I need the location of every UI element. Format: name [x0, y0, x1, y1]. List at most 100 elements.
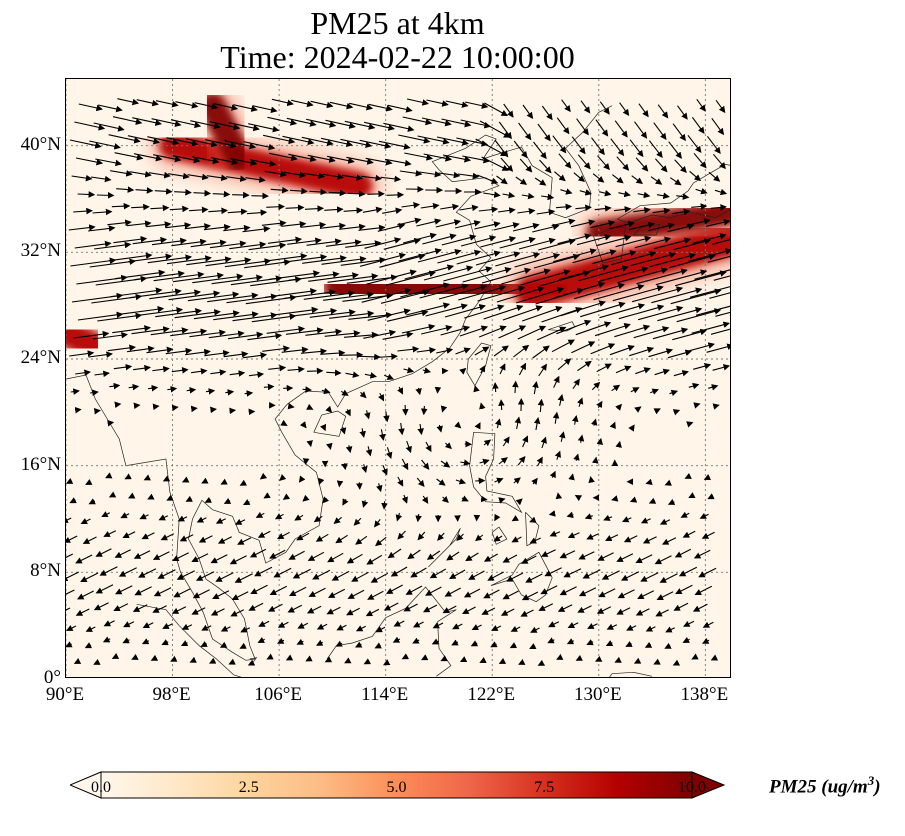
wind-arrow [356, 482, 363, 490]
wind-arrow [171, 404, 179, 412]
wind-arrow [421, 117, 452, 127]
wind-arrow [474, 221, 501, 230]
wind-arrow [678, 566, 698, 577]
wind-arrow [421, 459, 430, 470]
wind-arrow [473, 385, 480, 393]
wind-arrow [672, 659, 681, 666]
wind-arrow [127, 135, 161, 145]
wind-arrow [517, 455, 526, 466]
wind-arrow [187, 173, 209, 181]
wind-arrow [659, 518, 671, 525]
wind-arrow [180, 640, 189, 646]
wind-arrow [302, 494, 310, 502]
wind-arrow [364, 372, 377, 379]
wind-arrow [672, 328, 707, 341]
wind-arrow [287, 604, 303, 613]
wind-arrow [170, 655, 178, 662]
wind-arrow [328, 588, 346, 598]
wind-arrow [537, 659, 546, 666]
wind-arrow [672, 123, 686, 142]
wind-arrow [68, 224, 96, 231]
wind-arrow [452, 623, 463, 630]
wind-arrow [702, 621, 714, 628]
wind-arrow [712, 403, 720, 410]
wind-arrow [417, 531, 426, 541]
wind-arrow [361, 500, 369, 508]
wind-arrow [252, 105, 278, 114]
wind-arrow [648, 222, 675, 232]
map-panel [65, 78, 731, 678]
wind-arrow [567, 532, 580, 539]
wind-arrow [629, 346, 655, 357]
wind-arrow [654, 555, 672, 565]
wind-arrow [339, 223, 366, 231]
wind-arrow [382, 331, 414, 340]
wind-arrow [493, 345, 509, 357]
wind-arrow [307, 154, 336, 163]
wind-arrow [668, 253, 716, 269]
wind-arrow [244, 259, 291, 269]
wind-arrow [491, 624, 502, 631]
wind-arrow [708, 384, 719, 391]
wind-arrow [691, 203, 708, 210]
wind-arrow [442, 154, 472, 163]
wind-arrow [326, 155, 355, 164]
wind-arrow [556, 653, 564, 660]
wind-arrow [73, 207, 93, 215]
wind-arrow [148, 171, 171, 179]
wind-arrow [595, 119, 609, 137]
wind-arrow [288, 271, 340, 281]
wind-arrow [184, 223, 211, 230]
wind-arrow [570, 219, 596, 228]
wind-arrow [441, 496, 449, 503]
wind-arrow [706, 219, 730, 227]
wind-arrow [228, 122, 260, 132]
wind-arrow [494, 513, 501, 522]
wind-arrow [365, 269, 417, 285]
wind-arrow [322, 173, 345, 180]
wind-arrow [618, 304, 665, 320]
wind-arrow [692, 233, 727, 244]
wind-arrow [207, 292, 259, 303]
wind-arrow [667, 498, 676, 505]
wind-arrow [116, 186, 135, 193]
wind-arrow [597, 155, 610, 171]
pm25-wind-map [66, 79, 730, 677]
wind-arrow [635, 367, 651, 375]
wind-arrow [637, 191, 651, 199]
wind-arrow [518, 362, 527, 376]
wind-arrow [541, 193, 555, 201]
wind-arrow [324, 656, 333, 663]
wind-arrow [422, 233, 457, 245]
wind-arrow [307, 605, 322, 614]
wind-arrow [215, 517, 226, 524]
wind-arrow [102, 636, 111, 643]
wind-arrow [383, 122, 415, 132]
wind-arrow [406, 302, 451, 316]
wind-arrow [559, 264, 610, 281]
wind-arrow [365, 157, 393, 166]
wind-arrow [305, 328, 343, 336]
wind-arrow [665, 626, 675, 633]
wind-arrow [147, 136, 180, 146]
wind-arrow [435, 219, 462, 228]
wind-arrow [190, 239, 227, 248]
x-tick-label: 106°E [254, 684, 302, 705]
wind-arrow [266, 203, 285, 211]
wind-arrow [175, 101, 199, 109]
wind-arrow [426, 550, 441, 560]
wind-arrow [133, 550, 151, 559]
wind-arrow [95, 158, 123, 167]
wind-arrow [73, 657, 82, 664]
wind-arrow [325, 119, 356, 129]
wind-arrow [637, 590, 655, 600]
wind-arrow [93, 658, 101, 665]
wind-arrow [559, 550, 576, 559]
wind-arrow [549, 470, 556, 479]
y-tick-label: 32°N [20, 240, 61, 262]
wind-arrow [687, 342, 715, 352]
wind-arrow [250, 584, 268, 594]
wind-arrow [631, 175, 643, 185]
wind-arrow [150, 327, 189, 336]
wind-arrow [592, 456, 599, 464]
